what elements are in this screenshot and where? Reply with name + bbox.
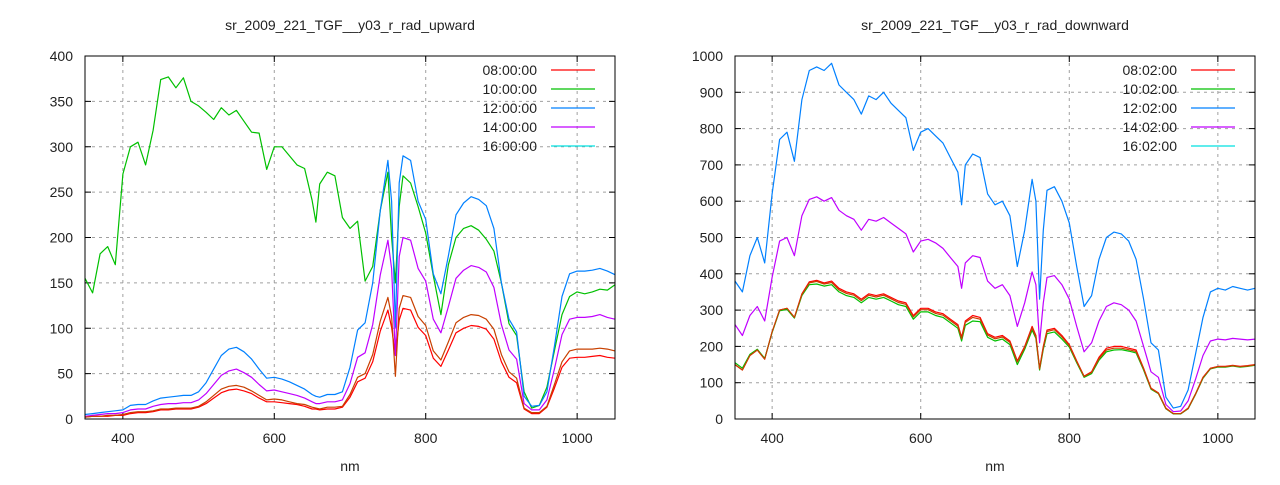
y-tick-label: 100 (700, 375, 724, 391)
y-tick-label: 1000 (692, 48, 723, 64)
x-tick-label: 400 (760, 430, 784, 446)
series-line-10-02-00 (734, 283, 1256, 415)
y-tick-label: 150 (50, 275, 74, 291)
legend-label: 08:00:00 (483, 62, 538, 78)
legend-label: 10:00:00 (483, 81, 538, 97)
x-tick-label: 400 (111, 430, 135, 446)
y-tick-label: 900 (700, 84, 724, 100)
series-line-08-00-00 (84, 307, 616, 418)
y-tick-label: 350 (50, 93, 74, 109)
series-line-12-00-00 (84, 155, 616, 416)
legend-label: 16:00:00 (483, 138, 538, 154)
x-tick-label: 800 (414, 430, 438, 446)
legend-label: 16:02:00 (1123, 138, 1178, 154)
legend-label: 12:00:00 (483, 100, 538, 116)
upward-radiance-chart: sr_2009_221_TGF__y03_r_rad_upward nm 0 50… (50, 17, 616, 474)
y-tick-label: 300 (700, 302, 724, 318)
y-tick-label: 400 (700, 266, 724, 282)
series-line-16-00-00 (84, 295, 616, 418)
legend-label: 14:00:00 (483, 119, 538, 135)
plot-frame (84, 55, 616, 420)
y-tick-label: 250 (50, 184, 74, 200)
series-line-12-02-00 (734, 62, 1256, 409)
downward-radiance-chart: sr_2009_221_TGF__y03_r_rad_downward nm 0… (692, 17, 1256, 474)
y-tick-label: 100 (50, 320, 74, 336)
y-tick-label: 200 (50, 230, 74, 246)
x-axis-label: nm (985, 458, 1004, 474)
series-line-16-02-00 (734, 280, 1256, 415)
x-tick-label: 600 (263, 430, 287, 446)
y-tick-label: 50 (57, 366, 73, 382)
x-tick-label: 1000 (562, 430, 593, 446)
legend-label: 12:02:00 (1123, 100, 1178, 116)
y-tick-label: 800 (700, 121, 724, 137)
y-tick-label: 700 (700, 157, 724, 173)
legend-label: 14:02:00 (1123, 119, 1178, 135)
legend-label: 10:02:00 (1123, 81, 1178, 97)
x-tick-label: 800 (1058, 430, 1082, 446)
chart-title: sr_2009_221_TGF__y03_r_rad_downward (861, 17, 1129, 33)
series-line-08-02-00 (734, 279, 1256, 415)
plot-frame (734, 55, 1256, 420)
x-tick-label: 600 (909, 430, 933, 446)
chart-title: sr_2009_221_TGF__y03_r_rad_upward (225, 17, 475, 33)
series-line-14-02-00 (734, 196, 1256, 413)
y-tick-label: 500 (700, 230, 724, 246)
x-tick-label: 1000 (1202, 430, 1233, 446)
y-tick-label: 600 (700, 193, 724, 209)
y-tick-label: 300 (50, 139, 74, 155)
y-tick-label: 0 (715, 411, 723, 427)
y-tick-label: 0 (65, 411, 73, 427)
y-tick-label: 200 (700, 338, 724, 354)
legend-label: 08:02:00 (1123, 62, 1178, 78)
y-tick-label: 400 (50, 48, 74, 64)
x-axis-label: nm (340, 458, 359, 474)
series-line-14-00-00 (84, 236, 616, 417)
